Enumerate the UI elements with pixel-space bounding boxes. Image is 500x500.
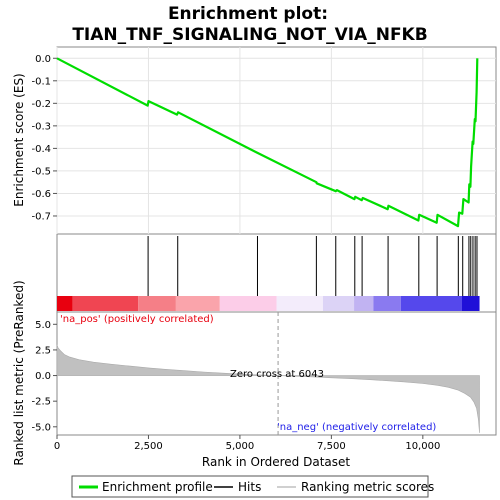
x-axis-label: Rank in Ordered Dataset bbox=[202, 455, 350, 469]
hits-layer bbox=[147, 236, 478, 296]
es-ytick-label: 0.0 bbox=[35, 54, 51, 65]
neg-label: 'na_neg' (negatively correlated) bbox=[277, 422, 436, 433]
metric-ytick-label: 5.0 bbox=[35, 320, 51, 331]
es-ytick-label: -0.7 bbox=[31, 211, 51, 222]
heat-bar-segment bbox=[276, 296, 323, 311]
es-panel-frame bbox=[56, 46, 497, 235]
metric-ytick-label: -2.5 bbox=[31, 397, 51, 408]
heat-bar-segment bbox=[354, 296, 374, 311]
es-ytick-label: -0.2 bbox=[31, 99, 51, 110]
ranking-metric-area bbox=[56, 344, 480, 433]
heat-bar-segment bbox=[373, 296, 401, 311]
legend-label-ranking-metric: Ranking metric scores bbox=[301, 480, 434, 494]
heat-bar-segment bbox=[57, 296, 73, 311]
legend-label-enrichment-profile: Enrichment profile bbox=[102, 480, 213, 494]
heat-bar-segment bbox=[175, 296, 220, 311]
x-tick-label: 5,000 bbox=[226, 441, 255, 452]
metric-y-axis-label: Ranked list metric (PreRanked) bbox=[12, 280, 26, 465]
metric-ytick-label: 0.0 bbox=[35, 371, 51, 382]
es-ytick-label: -0.3 bbox=[31, 121, 51, 132]
heat-bar-segment bbox=[461, 296, 480, 311]
legend: Enrichment profile Hits Ranking metric s… bbox=[71, 475, 434, 498]
es-ytick-label: -0.6 bbox=[31, 189, 51, 200]
heat-bar-segment bbox=[138, 296, 176, 311]
chart-title-line1: Enrichment plot: bbox=[168, 4, 328, 24]
metric-ytick-label: -5.0 bbox=[31, 422, 51, 433]
enrichment-profile-line bbox=[56, 57, 479, 228]
es-ytick-label: -0.5 bbox=[31, 166, 51, 177]
heat-bar-segment bbox=[219, 296, 277, 311]
x-tick-label: 7,500 bbox=[317, 441, 346, 452]
heat-bar-segment bbox=[72, 296, 139, 311]
metric-layer bbox=[56, 312, 480, 435]
pos-label: 'na_pos' (positively correlated) bbox=[60, 314, 214, 325]
heat-bar-segment bbox=[322, 296, 355, 311]
es-ytick-label: -0.1 bbox=[31, 76, 51, 87]
heat-bar bbox=[57, 296, 480, 311]
x-tick-label: 10,000 bbox=[405, 441, 440, 452]
es-curve-layer bbox=[56, 57, 479, 228]
metric-ytick-label: 2.5 bbox=[35, 345, 51, 356]
x-tick-label: 0 bbox=[54, 441, 60, 452]
axes-layer: 0.0 -0.1 -0.2 -0.3 -0.4 -0.5 -0.6 -0.7 5.0 2.5 0.0… bbox=[31, 54, 440, 452]
x-tick-label: 2,500 bbox=[134, 441, 163, 452]
es-ytick-label: -0.4 bbox=[31, 144, 51, 155]
legend-label-hits: Hits bbox=[238, 480, 261, 494]
zero-cross-label: Zero cross at 6043 bbox=[230, 369, 324, 380]
legend-box bbox=[71, 475, 429, 498]
heat-bar-segment bbox=[400, 296, 462, 311]
es-y-axis-label: Enrichment score (ES) bbox=[12, 73, 26, 206]
chart-title-line2: TIAN_TNF_SIGNALING_NOT_VIA_NFKB bbox=[72, 25, 427, 45]
